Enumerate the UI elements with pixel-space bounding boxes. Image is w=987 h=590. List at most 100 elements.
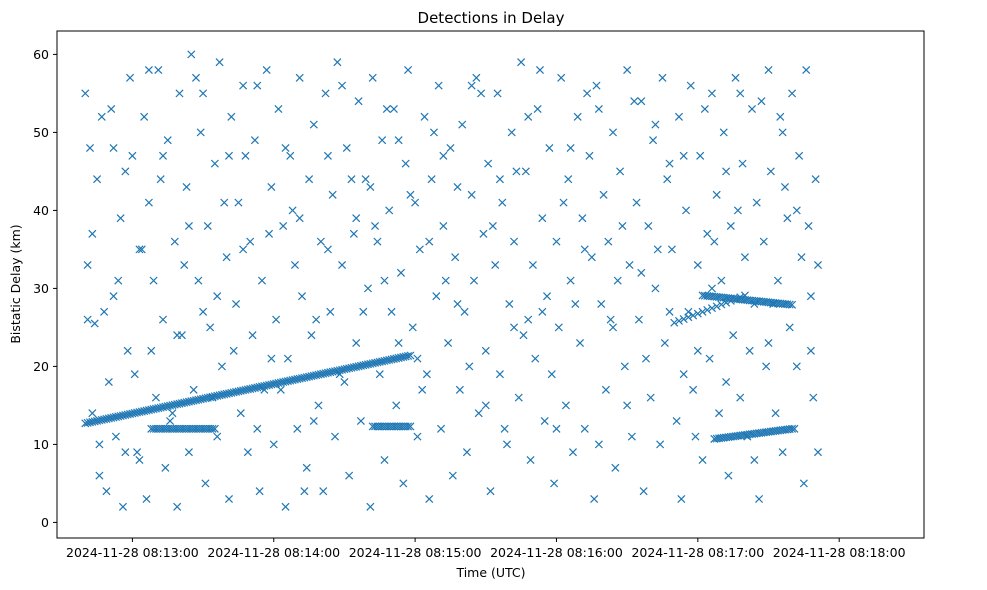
clutter-point — [224, 151, 234, 160]
clutter-point — [151, 393, 160, 402]
clutter-point — [255, 487, 264, 496]
track-point-rising-target — [345, 364, 354, 373]
clutter-point — [396, 268, 405, 277]
track-point-rising-target — [267, 380, 276, 389]
track-point-rising-target — [293, 375, 302, 384]
track-point-rising-target — [232, 387, 241, 396]
clutter-point — [561, 401, 570, 410]
clutter-point — [182, 182, 191, 192]
clutter-point — [677, 494, 686, 504]
clutter-point — [684, 307, 693, 316]
track-point-rising-target — [224, 389, 234, 398]
clutter-point — [477, 89, 486, 98]
clutter-point — [634, 315, 643, 324]
track-point-rising-target — [154, 404, 163, 413]
clutter-point — [425, 237, 434, 246]
clutter-point — [187, 50, 196, 59]
clutter-point — [88, 409, 97, 418]
track-point-rising-target — [111, 412, 120, 421]
clutter-point — [149, 276, 158, 285]
clutter-point — [611, 463, 620, 472]
x-tick-label: 2024-11-28 08:15:00 — [349, 545, 482, 560]
clutter-point — [738, 159, 747, 168]
track-point-rising-target — [182, 398, 191, 407]
clutter-point — [95, 440, 104, 449]
track-point-rising-target — [123, 410, 132, 419]
clutter-point — [352, 214, 361, 223]
clutter-point — [260, 385, 269, 394]
clutter-point — [158, 151, 168, 160]
clutter-point — [314, 401, 323, 410]
clutter-point — [674, 112, 684, 121]
track-point-descending-target — [712, 302, 721, 311]
x-axis: 2024-11-28 08:13:00 2024-11-28 08:14:00 20… — [66, 538, 906, 560]
track-point-rising-target — [114, 412, 123, 421]
track-point-rising-target — [229, 388, 238, 397]
track-point-rising-target — [133, 408, 142, 417]
track-point-descending-target — [679, 315, 688, 324]
track-point-rising-target — [316, 370, 325, 379]
clutter-point — [552, 424, 561, 433]
clutter-point — [571, 299, 580, 309]
clutter-point — [599, 190, 608, 199]
clutter-point — [689, 385, 698, 394]
track-point-rising-target — [305, 372, 314, 381]
y-tick-label: 0 — [41, 515, 49, 530]
track-point-rising-target — [135, 408, 144, 417]
clutter-point — [439, 221, 448, 231]
clutter-point — [585, 151, 594, 160]
clutter-point — [733, 206, 742, 215]
track-point-rising-target — [234, 387, 243, 396]
clutter-point — [604, 237, 613, 246]
clutter-point — [248, 331, 257, 340]
track-point-rising-target — [126, 409, 135, 419]
clutter-point — [804, 221, 813, 231]
clutter-point — [747, 104, 757, 114]
clutter-point — [608, 323, 618, 332]
clutter-point — [236, 409, 245, 418]
clutter-point — [199, 89, 208, 98]
track-point-rising-target — [406, 351, 415, 360]
clutter-point — [724, 471, 733, 480]
clutter-point — [583, 89, 592, 98]
clutter-point — [267, 182, 276, 192]
track-point-rising-target — [194, 395, 203, 404]
clutter-point — [703, 229, 712, 238]
track-point-rising-target — [399, 352, 408, 361]
clutter-point — [111, 432, 120, 441]
clutter-point — [128, 151, 137, 160]
clutter-point — [653, 245, 662, 254]
clutter-point — [232, 299, 241, 309]
track-point-rising-target — [356, 361, 365, 370]
clutter-point — [644, 221, 653, 231]
clutter-point — [491, 260, 500, 270]
clutter-point — [757, 97, 766, 106]
clutter-point — [276, 385, 285, 394]
clutter-point — [85, 143, 95, 153]
track-point-rising-target — [116, 411, 125, 420]
clutter-point — [568, 448, 577, 457]
track-point-rising-target — [88, 417, 97, 426]
clutter-point — [587, 253, 596, 262]
clutter-point — [95, 471, 104, 480]
y-tick-label: 60 — [33, 47, 49, 62]
track-point-rising-target — [394, 353, 403, 362]
clutter-point — [83, 315, 92, 324]
clutter-point — [239, 81, 248, 90]
track-point-rising-target — [371, 358, 380, 367]
clutter-point — [453, 182, 462, 192]
track-point-rising-target — [276, 378, 285, 387]
clutter-point — [126, 73, 135, 82]
track-point-rising-target — [389, 354, 398, 363]
track-point-rising-target — [109, 413, 118, 422]
clutter-point — [566, 276, 575, 285]
clutter-point — [682, 206, 691, 215]
clutter-point — [109, 143, 118, 153]
chart-title: Detections in Delay — [418, 9, 565, 27]
clutter-point — [679, 370, 688, 379]
clutter-point — [441, 276, 450, 285]
track-point-rising-target — [373, 358, 382, 367]
clutter-point — [436, 424, 446, 433]
track-point-rising-target — [319, 369, 328, 378]
clutter-point — [394, 338, 403, 348]
